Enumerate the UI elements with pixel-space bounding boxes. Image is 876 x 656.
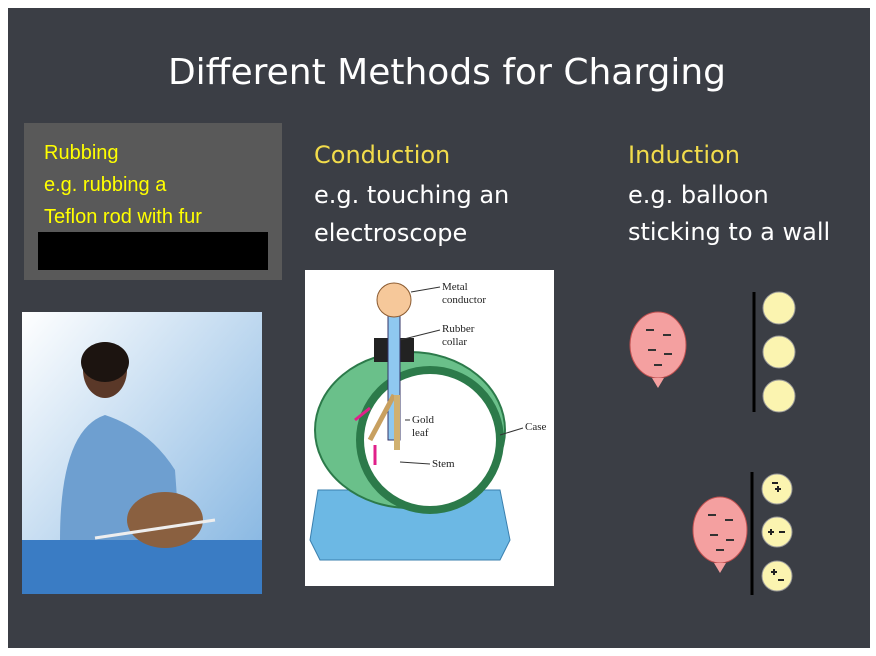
label: Stem bbox=[432, 458, 455, 470]
conduction-heading: Conduction bbox=[314, 141, 450, 169]
rubbing-heading: Rubbing bbox=[44, 142, 119, 164]
label: Gold bbox=[412, 414, 435, 426]
label: Case bbox=[525, 421, 547, 433]
conduction-line: electroscope bbox=[314, 219, 467, 247]
photo bbox=[22, 312, 262, 594]
induction-line: sticking to a wall bbox=[628, 218, 830, 246]
label: collar bbox=[442, 336, 467, 348]
slide-title: Different Methods for Charging bbox=[168, 52, 726, 93]
induction-line: e.g. balloon bbox=[628, 181, 769, 209]
label: conductor bbox=[442, 294, 486, 306]
conduction-line: e.g. touching an bbox=[314, 181, 509, 209]
induction-diagram-2 bbox=[692, 472, 793, 595]
rubbing-line: e.g. rubbing a bbox=[44, 174, 167, 196]
induction-heading: Induction bbox=[628, 141, 740, 169]
redaction bbox=[38, 232, 268, 270]
electroscope-diagram: Metal conductor Rubber collar Gold leaf … bbox=[305, 270, 554, 586]
label: Metal bbox=[442, 281, 468, 293]
label: leaf bbox=[412, 427, 429, 439]
rubbing-line: Teflon rod with fur bbox=[44, 206, 202, 228]
label: Rubber bbox=[442, 323, 475, 335]
induction-diagram-1 bbox=[629, 291, 796, 413]
